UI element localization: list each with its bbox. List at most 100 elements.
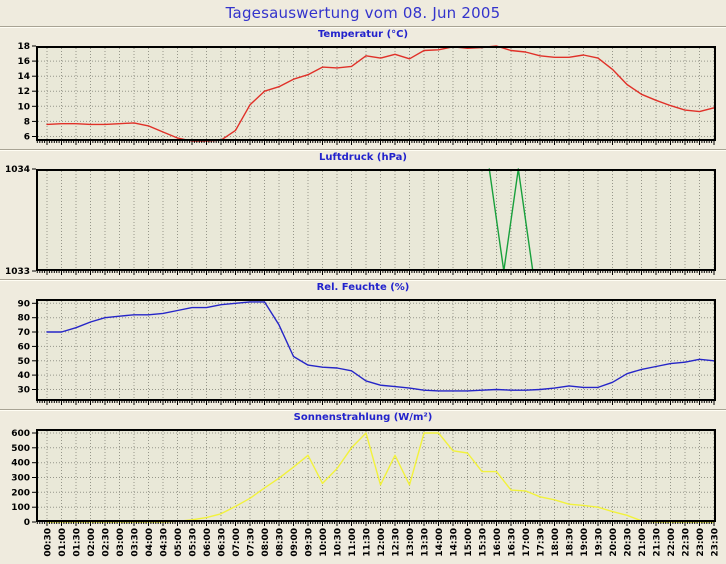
section-separator [0, 279, 726, 281]
svg-text:11:00: 11:00 [348, 528, 358, 557]
svg-text:09:00: 09:00 [290, 528, 300, 557]
section-separator [0, 149, 726, 151]
vertical-gridlines [46, 301, 715, 399]
plot-frame [36, 46, 716, 141]
svg-text:02:00: 02:00 [87, 528, 97, 557]
svg-text:1033: 1033 [5, 267, 30, 277]
page-title: Tagesauswertung vom 08. Jun 2005 [225, 4, 501, 22]
svg-text:100: 100 [11, 503, 30, 513]
y-axis-ticks [32, 432, 36, 523]
y-axis-ticks [32, 302, 36, 390]
svg-text:00:30: 00:30 [44, 528, 54, 557]
svg-text:16: 16 [17, 57, 30, 67]
svg-text:400: 400 [11, 459, 30, 469]
chart-title-temperature: Temperatur (°C) [317, 29, 409, 40]
chart-title-humidity: Rel. Feuchte (%) [316, 282, 410, 293]
svg-text:13:30: 13:30 [421, 528, 431, 557]
svg-text:13:00: 13:00 [406, 528, 416, 557]
svg-text:01:00: 01:00 [58, 528, 68, 557]
svg-text:23:00: 23:00 [696, 528, 706, 557]
y-axis-labels: 0 100 200 300 400 500 600 [11, 429, 30, 528]
svg-text:12:30: 12:30 [392, 528, 402, 557]
svg-text:40: 40 [17, 371, 30, 381]
chart-title-pressure: Luftdruck (hPa) [319, 152, 407, 163]
svg-text:09:30: 09:30 [305, 528, 315, 557]
y-axis-labels: 6 8 10 12 14 16 18 [17, 42, 30, 143]
svg-text:600: 600 [11, 429, 30, 439]
svg-text:19:00: 19:00 [580, 528, 590, 557]
svg-text:06:30: 06:30 [218, 528, 228, 557]
svg-text:03:00: 03:00 [116, 528, 126, 557]
svg-text:10:00: 10:00 [319, 528, 329, 557]
svg-text:60: 60 [17, 342, 30, 352]
svg-text:70: 70 [17, 328, 30, 338]
svg-text:17:00: 17:00 [522, 528, 532, 557]
svg-text:50: 50 [17, 357, 30, 367]
section-separator [0, 26, 726, 28]
x-axis-ticks [36, 141, 715, 145]
y-axis-ticks [32, 45, 36, 137]
svg-text:23:30: 23:30 [711, 528, 721, 557]
svg-text:03:30: 03:30 [131, 528, 141, 557]
svg-text:80: 80 [17, 314, 30, 324]
svg-text:14:30: 14:30 [450, 528, 460, 557]
svg-text:22:00: 22:00 [667, 528, 677, 557]
svg-text:07:30: 07:30 [247, 528, 257, 557]
svg-text:16:30: 16:30 [508, 528, 518, 557]
svg-text:8: 8 [24, 117, 30, 127]
svg-text:1034: 1034 [5, 165, 30, 175]
svg-text:15:30: 15:30 [479, 528, 489, 557]
svg-text:08:30: 08:30 [276, 528, 286, 557]
svg-text:90: 90 [17, 299, 30, 309]
svg-text:15:00: 15:00 [464, 528, 474, 557]
chart-section-humidity: Rel. Feuchte (%) 30 40 50 60 70 80 90 [0, 279, 726, 409]
plot-background [36, 46, 716, 141]
svg-text:12: 12 [17, 87, 30, 97]
svg-text:6: 6 [24, 133, 30, 143]
x-axis-labels: 00:30 01:00 01:30 02:00 02:30 03:00 03:30 04:00… [44, 528, 721, 557]
plot-frame [36, 169, 716, 271]
plot-background [36, 169, 716, 271]
svg-text:10:30: 10:30 [334, 528, 344, 557]
svg-text:05:30: 05:30 [189, 528, 199, 557]
svg-text:18:30: 18:30 [566, 528, 576, 557]
svg-text:02:30: 02:30 [102, 528, 112, 557]
svg-text:14:00: 14:00 [435, 528, 445, 557]
svg-text:05:00: 05:00 [174, 528, 184, 557]
y-axis-ticks [32, 168, 36, 272]
y-axis-labels: 30 40 50 60 70 80 90 [17, 299, 30, 395]
svg-text:500: 500 [11, 444, 30, 454]
svg-text:30: 30 [17, 386, 30, 396]
svg-text:19:30: 19:30 [595, 528, 605, 557]
svg-text:04:30: 04:30 [160, 528, 170, 557]
humidity-series-line [46, 301, 715, 392]
section-separator [0, 409, 726, 411]
chart-section-pressure: Luftdruck (hPa) 1033 1034 [0, 149, 726, 279]
svg-text:10: 10 [17, 102, 30, 112]
svg-text:01:30: 01:30 [73, 528, 83, 557]
svg-text:200: 200 [11, 488, 30, 498]
chart-section-temperature: Temperatur (°C) 6 8 10 12 14 16 18 [0, 26, 726, 149]
svg-text:07:00: 07:00 [232, 528, 242, 557]
pressure-plot: 1033 1034 [5, 165, 716, 277]
svg-text:22:30: 22:30 [682, 528, 692, 557]
plot-background [36, 429, 716, 522]
svg-text:21:00: 21:00 [638, 528, 648, 557]
chart-section-radiation: Sonnenstrahlung (W/m²) 0 100 200 300 400 500 6… [0, 409, 726, 561]
temperature-plot: 6 8 10 12 14 16 18 [17, 42, 716, 145]
svg-text:0: 0 [24, 518, 30, 528]
plot-frame [36, 299, 716, 401]
humidity-plot: 30 40 50 60 70 80 90 [17, 299, 716, 405]
svg-text:21:30: 21:30 [653, 528, 663, 557]
svg-text:16:00: 16:00 [493, 528, 503, 557]
svg-text:08:00: 08:00 [261, 528, 271, 557]
svg-text:04:00: 04:00 [145, 528, 155, 557]
x-axis-ticks [36, 522, 715, 526]
x-axis-ticks [36, 271, 715, 275]
svg-text:18: 18 [17, 42, 30, 52]
svg-text:11:30: 11:30 [363, 528, 373, 557]
chart-title-radiation: Sonnenstrahlung (W/m²) [293, 412, 433, 423]
svg-text:18:00: 18:00 [551, 528, 561, 557]
